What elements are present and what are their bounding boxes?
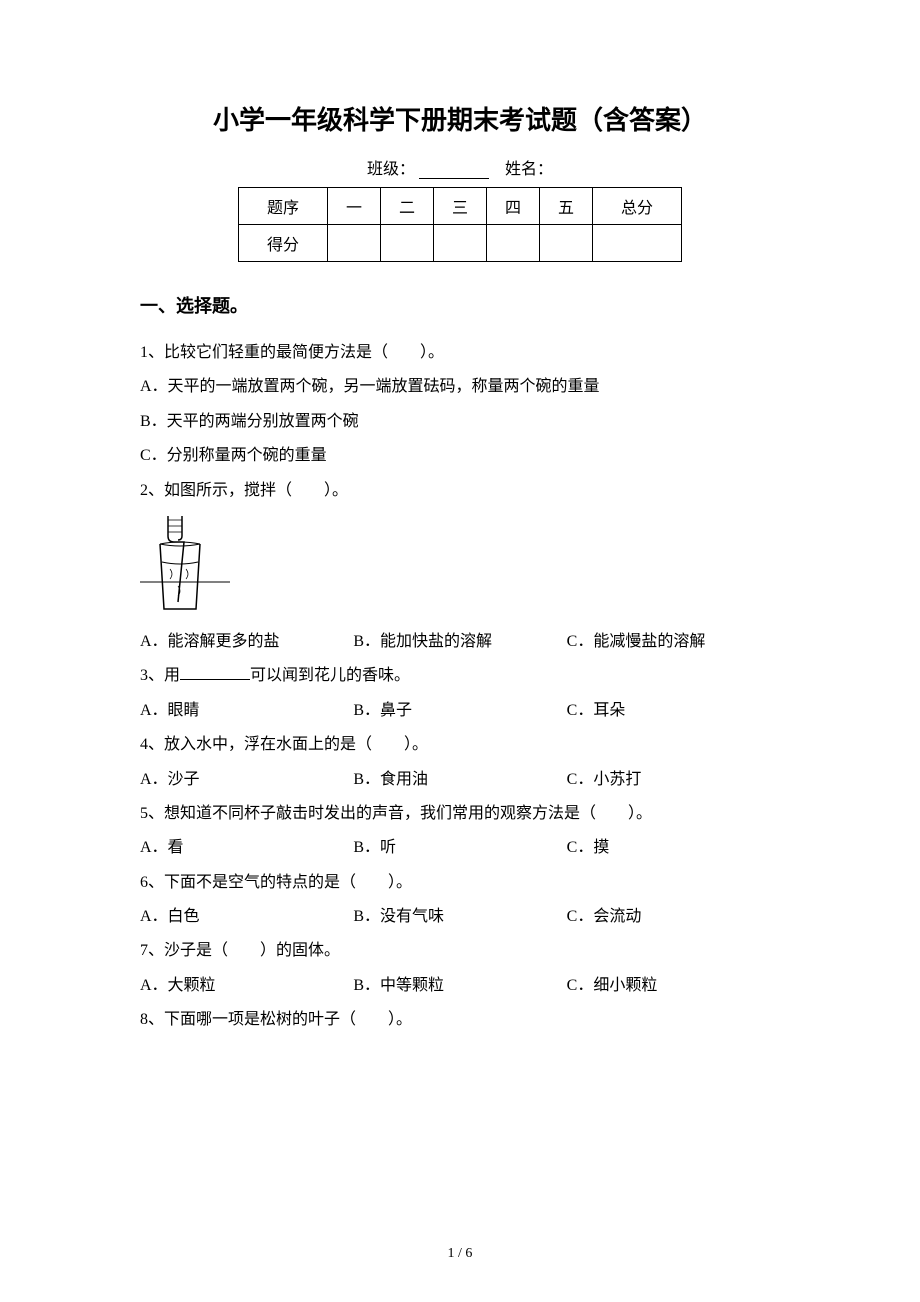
q2-stem: 2、如图所示，搅拌（ ）。 xyxy=(140,474,780,508)
student-info-line: 班级： 姓名： xyxy=(140,155,780,179)
class-blank xyxy=(419,163,489,179)
q3-stem-post: 可以闻到花儿的香味。 xyxy=(250,667,410,684)
q3-options: A．眼睛 B．鼻子 C．耳朵 xyxy=(140,694,780,728)
q5-opt-a: A．看 xyxy=(140,831,353,865)
score-header-cell: 四 xyxy=(487,188,540,225)
q5-opt-c: C．摸 xyxy=(567,831,780,865)
class-label: 班级： xyxy=(367,161,415,178)
q4-stem: 4、放入水中，浮在水面上的是（ ）。 xyxy=(140,728,780,762)
section-1-header: 一、选择题。 xyxy=(140,292,780,318)
page-title: 小学一年级科学下册期末考试题（含答案） xyxy=(140,100,780,137)
score-header-cell: 总分 xyxy=(593,188,682,225)
q6-opt-b: B．没有气味 xyxy=(353,900,566,934)
q3-opt-c: C．耳朵 xyxy=(567,694,780,728)
q3-stem-pre: 3、用 xyxy=(140,667,180,684)
q1-opt-a: A．天平的一端放置两个碗，另一端放置砝码，称量两个碗的重量 xyxy=(140,370,780,404)
q4-opt-c: C．小苏打 xyxy=(567,763,780,797)
q3-blank xyxy=(180,666,250,680)
q2-opt-a: A．能溶解更多的盐 xyxy=(140,625,353,659)
score-cell xyxy=(540,225,593,262)
q1-opt-c: C．分别称量两个碗的重量 xyxy=(140,439,780,473)
q5-stem: 5、想知道不同杯子敲击时发出的声音，我们常用的观察方法是（ ）。 xyxy=(140,797,780,831)
score-row-label: 得分 xyxy=(238,225,327,262)
page-number: 1 / 6 xyxy=(0,1246,920,1262)
q6-stem: 6、下面不是空气的特点的是（ ）。 xyxy=(140,866,780,900)
q2-opt-c: C．能减慢盐的溶解 xyxy=(567,625,780,659)
score-value-row: 得分 xyxy=(238,225,681,262)
q6-opt-a: A．白色 xyxy=(140,900,353,934)
q3-opt-a: A．眼睛 xyxy=(140,694,353,728)
q7-opt-b: B．中等颗粒 xyxy=(353,969,566,1003)
score-header-cell: 题序 xyxy=(238,188,327,225)
q4-opt-a: A．沙子 xyxy=(140,763,353,797)
q5-options: A．看 B．听 C．摸 xyxy=(140,831,780,865)
q8-stem: 8、下面哪一项是松树的叶子（ ）。 xyxy=(140,1003,780,1037)
score-header-cell: 五 xyxy=(540,188,593,225)
score-cell xyxy=(487,225,540,262)
score-header-cell: 二 xyxy=(380,188,433,225)
stir-figure xyxy=(140,514,780,619)
score-cell xyxy=(433,225,486,262)
score-cell xyxy=(593,225,682,262)
q4-opt-b: B．食用油 xyxy=(353,763,566,797)
q3-stem: 3、用 可以闻到花儿的香味。 xyxy=(140,659,780,693)
stir-glass-icon xyxy=(140,514,230,614)
score-header-cell: 三 xyxy=(433,188,486,225)
q2-opt-b: B．能加快盐的溶解 xyxy=(353,625,566,659)
score-cell xyxy=(380,225,433,262)
q5-opt-b: B．听 xyxy=(353,831,566,865)
q4-options: A．沙子 B．食用油 C．小苏打 xyxy=(140,763,780,797)
score-header-cell: 一 xyxy=(327,188,380,225)
q1-opt-b: B．天平的两端分别放置两个碗 xyxy=(140,405,780,439)
score-cell xyxy=(327,225,380,262)
q6-opt-c: C．会流动 xyxy=(567,900,780,934)
q2-options: A．能溶解更多的盐 B．能加快盐的溶解 C．能减慢盐的溶解 xyxy=(140,625,780,659)
q7-options: A．大颗粒 B．中等颗粒 C．细小颗粒 xyxy=(140,969,780,1003)
q6-options: A．白色 B．没有气味 C．会流动 xyxy=(140,900,780,934)
score-header-row: 题序 一 二 三 四 五 总分 xyxy=(238,188,681,225)
q3-opt-b: B．鼻子 xyxy=(353,694,566,728)
q1-stem: 1、比较它们轻重的最简便方法是（ ）。 xyxy=(140,336,780,370)
score-table: 题序 一 二 三 四 五 总分 得分 xyxy=(238,187,682,262)
q7-opt-a: A．大颗粒 xyxy=(140,969,353,1003)
q7-stem: 7、沙子是（ ）的固体。 xyxy=(140,934,780,968)
name-label: 姓名： xyxy=(505,161,553,178)
q7-opt-c: C．细小颗粒 xyxy=(567,969,780,1003)
